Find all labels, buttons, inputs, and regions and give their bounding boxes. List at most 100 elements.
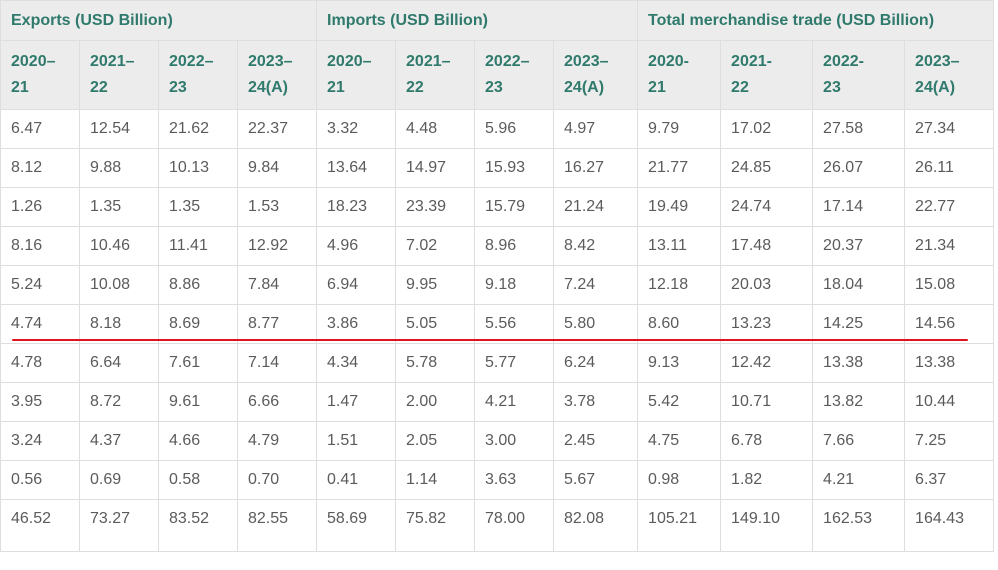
table-cell: 3.24 xyxy=(0,421,80,461)
table-cell: 22.77 xyxy=(904,187,995,227)
table-cell: 4.78 xyxy=(0,343,80,383)
table-cell: 78.00 xyxy=(474,499,555,552)
year-header-start: 2022– xyxy=(169,53,214,70)
table-row: 4.74 8.18 8.69 8.77 3.86 5.05 5.56 5.80 8.60 13.2… xyxy=(0,304,995,344)
table-cell: 4.74 xyxy=(0,304,80,344)
table-cell: 73.27 xyxy=(79,499,159,552)
year-header-start: 2021– xyxy=(90,53,135,70)
table-cell: 8.16 xyxy=(0,226,80,266)
table-cell: 12.18 xyxy=(637,265,722,305)
table-row: 46.52 73.27 83.52 82.55 58.69 75.82 78.00 82.08… xyxy=(0,499,995,552)
year-header-cell: 2020– 21 xyxy=(0,40,80,110)
table-cell: 5.05 xyxy=(395,304,476,344)
table-cell: 16.27 xyxy=(553,148,639,188)
table-cell: 1.47 xyxy=(316,382,397,422)
table-cell: 1.53 xyxy=(236,187,318,227)
table-cell: 10.71 xyxy=(720,382,814,422)
year-header-cell: 2020- 21 xyxy=(637,40,722,110)
table-cell: 2.45 xyxy=(553,421,639,461)
table-cell: 4.21 xyxy=(474,382,555,422)
group-header-total-trade: Total merchandise trade (USD Billion) xyxy=(637,0,995,41)
year-header-end: 21 xyxy=(11,79,29,96)
table-cell: 12.92 xyxy=(236,226,318,266)
table-cell: 23.39 xyxy=(395,187,476,227)
table-cell: 6.66 xyxy=(236,382,318,422)
table-cell: 21.77 xyxy=(637,148,722,188)
table-cell: 58.69 xyxy=(316,499,397,552)
year-header-cell: 2021- 22 xyxy=(720,40,814,110)
table-cell: 15.08 xyxy=(904,265,995,305)
table-cell: 15.79 xyxy=(474,187,555,227)
year-header-cell: 2022– 23 xyxy=(474,40,555,110)
table-cell: 4.66 xyxy=(158,421,238,461)
table-cell: 21.24 xyxy=(553,187,639,227)
table-cell: 2.05 xyxy=(395,421,476,461)
table-cell: 8.69 xyxy=(158,304,238,344)
table-cell: 5.24 xyxy=(0,265,80,305)
table-cell: 13.38 xyxy=(812,343,906,383)
table-cell: 0.58 xyxy=(158,460,238,500)
year-header-end: 23 xyxy=(485,79,503,96)
table-cell: 5.42 xyxy=(637,382,722,422)
table-cell: 82.55 xyxy=(236,499,318,552)
table-cell: 13.64 xyxy=(316,148,397,188)
table-cell: 27.34 xyxy=(904,109,995,149)
year-header-start: 2021– xyxy=(406,53,451,70)
table-row: 8.12 9.88 10.13 9.84 13.64 14.97 15.93 16.27 21.… xyxy=(0,148,995,188)
table-cell: 7.61 xyxy=(158,343,238,383)
year-header-end: 22 xyxy=(731,79,749,96)
table-cell: 21.62 xyxy=(158,109,238,149)
table-cell: 9.88 xyxy=(79,148,159,188)
table-cell: 3.00 xyxy=(474,421,555,461)
table-cell: 5.77 xyxy=(474,343,555,383)
table-cell: 14.97 xyxy=(395,148,476,188)
year-header-end: 24(A) xyxy=(248,79,289,96)
table-cell: 6.47 xyxy=(0,109,80,149)
table-cell: 83.52 xyxy=(158,499,238,552)
table-row: 8.16 10.46 11.41 12.92 4.96 7.02 8.96 8.42 13.11… xyxy=(0,226,995,266)
table-cell: 0.98 xyxy=(637,460,722,500)
table-cell: 3.78 xyxy=(553,382,639,422)
table-row: 6.47 12.54 21.62 22.37 3.32 4.48 5.96 4.97 9.79 1… xyxy=(0,109,995,149)
table-cell: 8.12 xyxy=(0,148,80,188)
table-cell: 5.80 xyxy=(553,304,639,344)
table-cell: 0.56 xyxy=(0,460,80,500)
table-cell: 6.78 xyxy=(720,421,814,461)
year-header-cell: 2020– 21 xyxy=(316,40,397,110)
table-cell: 9.84 xyxy=(236,148,318,188)
year-header-cell: 2021– 22 xyxy=(395,40,476,110)
table-cell: 8.60 xyxy=(637,304,722,344)
year-header-end: 23 xyxy=(823,79,841,96)
table-cell: 24.74 xyxy=(720,187,814,227)
table-cell: 164.43 xyxy=(904,499,995,552)
table-cell: 4.21 xyxy=(812,460,906,500)
table-cell: 5.78 xyxy=(395,343,476,383)
year-header-end: 24(A) xyxy=(564,79,605,96)
year-header-cell: 2023– 24(A) xyxy=(236,40,318,110)
table-cell: 17.48 xyxy=(720,226,814,266)
table-cell: 18.23 xyxy=(316,187,397,227)
table-cell: 0.41 xyxy=(316,460,397,500)
year-header-start: 2020– xyxy=(11,53,56,70)
table-cell: 1.26 xyxy=(0,187,80,227)
year-header-start: 2022- xyxy=(823,53,864,70)
table-cell: 4.34 xyxy=(316,343,397,383)
table-cell: 13.38 xyxy=(904,343,995,383)
table-cell: 2.00 xyxy=(395,382,476,422)
year-header-cell: 2021– 22 xyxy=(79,40,159,110)
table-cell: 4.79 xyxy=(236,421,318,461)
year-header-end: 24(A) xyxy=(915,79,956,96)
table-cell: 0.70 xyxy=(236,460,318,500)
highlight-underline xyxy=(12,339,968,341)
table-cell: 24.85 xyxy=(720,148,814,188)
table-cell: 21.34 xyxy=(904,226,995,266)
table-cell: 4.48 xyxy=(395,109,476,149)
table-cell: 1.14 xyxy=(395,460,476,500)
table-cell: 10.08 xyxy=(79,265,159,305)
table-cell: 9.61 xyxy=(158,382,238,422)
table-row: 3.95 8.72 9.61 6.66 1.47 2.00 4.21 3.78 5.42 10.7… xyxy=(0,382,995,422)
group-header-row: Exports (USD Billion) Imports (USD Billi… xyxy=(0,0,995,41)
table-cell: 3.95 xyxy=(0,382,80,422)
table-cell: 4.97 xyxy=(553,109,639,149)
year-header-cell: 2023– 24(A) xyxy=(553,40,639,110)
